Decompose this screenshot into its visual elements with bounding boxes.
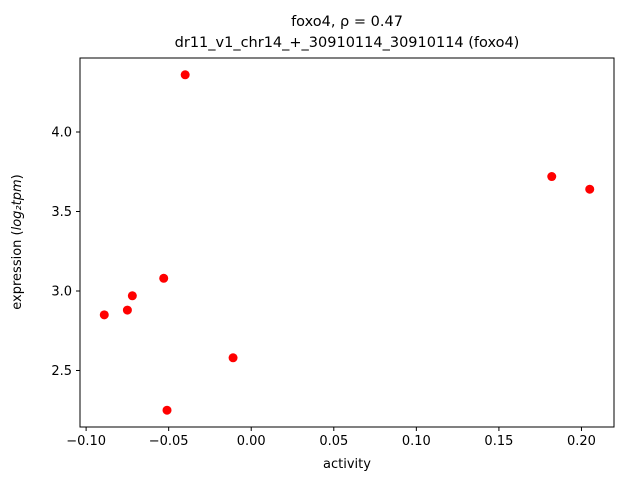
x-tick-label: 0.00 — [237, 434, 266, 449]
chart-title: foxo4, ρ = 0.47 — [291, 14, 403, 30]
y-tick-label: 3.0 — [51, 284, 72, 299]
x-tick-label: 0.10 — [402, 434, 431, 449]
y-axis-label-math: log₂tpm — [10, 179, 25, 230]
y-axis-label-suffix: ) — [10, 174, 25, 179]
scatter-point — [585, 184, 595, 194]
scatter-point — [122, 305, 132, 315]
scatter-point — [547, 172, 557, 182]
axis-ticks: −0.10 −0.05 0.00 0.05 0.10 0.15 0.20 2.5 3.0 3.5 4… — [51, 126, 596, 449]
scatter-points — [99, 70, 595, 415]
scatter-point — [127, 291, 137, 301]
scatter-point — [159, 273, 169, 283]
scatter-point — [180, 70, 190, 80]
x-tick-label: 0.05 — [319, 434, 348, 449]
plot-area-border — [79, 57, 615, 428]
scatter-point — [162, 405, 172, 415]
y-tick-label: 4.0 — [51, 126, 72, 141]
y-axis-label: expression (log₂tpm) — [10, 174, 25, 309]
x-tick-label: −0.05 — [149, 434, 189, 449]
scatter-point — [228, 353, 238, 363]
x-tick-label: 0.15 — [484, 434, 513, 449]
y-axis-label-prefix: expression ( — [10, 230, 25, 309]
y-tick-label: 2.5 — [51, 364, 72, 379]
x-axis-label: activity — [323, 457, 371, 472]
x-tick-label: 0.20 — [567, 434, 596, 449]
chart-title-block: foxo4, ρ = 0.47 dr11_v1_chr14_+_30910114… — [80, 12, 614, 54]
x-tick-label: −0.10 — [66, 434, 106, 449]
y-tick-label: 3.5 — [51, 205, 72, 220]
scatter-point — [99, 310, 109, 320]
chart-subtitle: dr11_v1_chr14_+_30910114_30910114 (foxo4… — [174, 35, 520, 51]
